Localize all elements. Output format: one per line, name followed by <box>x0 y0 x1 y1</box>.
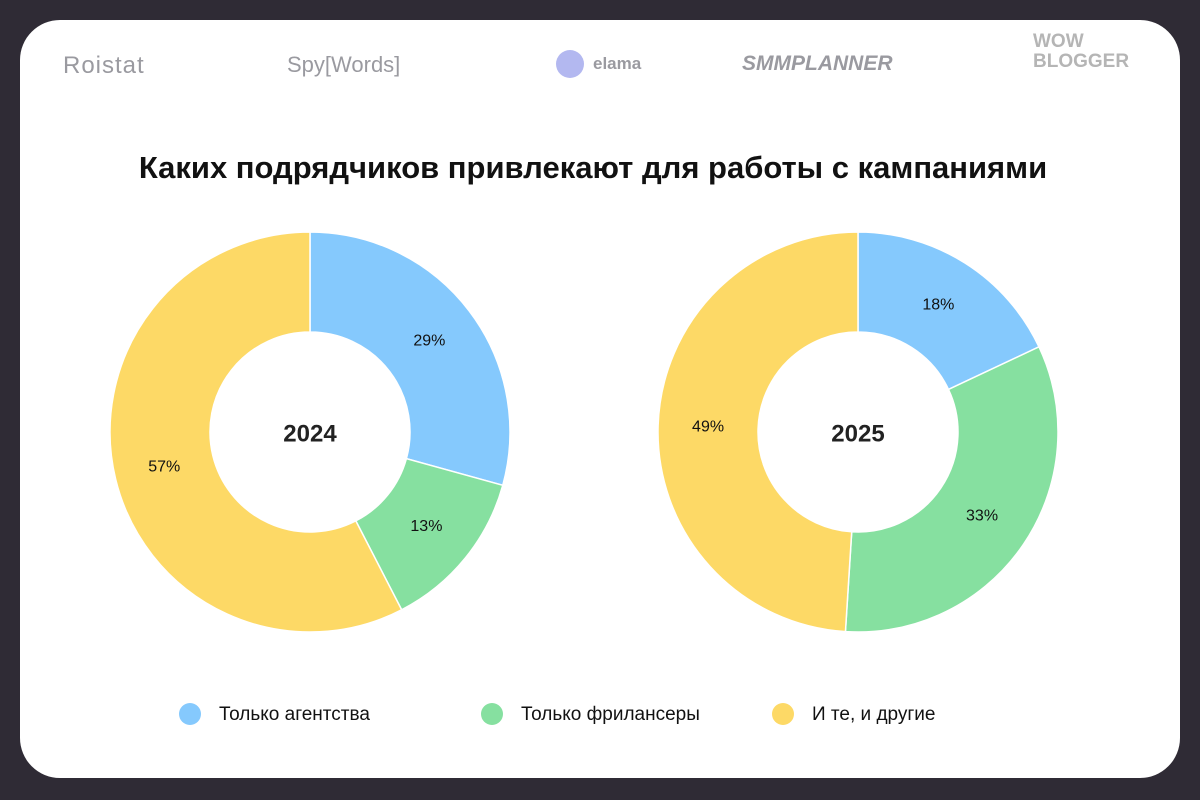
legend-label: И те, и другие <box>812 704 936 725</box>
center-label: 2024 <box>283 420 337 447</box>
data-label: 49% <box>692 419 724 436</box>
logo-icon <box>556 50 584 78</box>
slice <box>309 231 511 487</box>
data-label: 13% <box>410 518 442 535</box>
center-label: 2025 <box>831 420 884 447</box>
data-label: 18% <box>922 297 954 314</box>
slice <box>109 231 403 633</box>
slice <box>354 457 504 611</box>
chart-title: Каких подрядчиков привлекают для работы … <box>139 150 1047 185</box>
legend-label: Только фрилансеры <box>521 704 700 725</box>
legend-label: Только агентства <box>219 704 370 725</box>
logo: Roistat <box>63 52 145 79</box>
logo: Spy[Words] <box>287 52 401 77</box>
data-label: 33% <box>966 508 998 525</box>
logo: WOW BLOGGER <box>1033 31 1130 72</box>
legend-marker <box>179 703 201 725</box>
data-label: 57% <box>148 459 180 476</box>
slice <box>857 231 1040 391</box>
data-label: 29% <box>413 332 445 349</box>
logo: SMMPLANNER <box>742 52 893 75</box>
slice <box>657 231 859 633</box>
slice <box>844 345 1059 633</box>
logo: elama <box>593 54 642 73</box>
legend-marker <box>481 703 503 725</box>
legend-marker <box>772 703 794 725</box>
